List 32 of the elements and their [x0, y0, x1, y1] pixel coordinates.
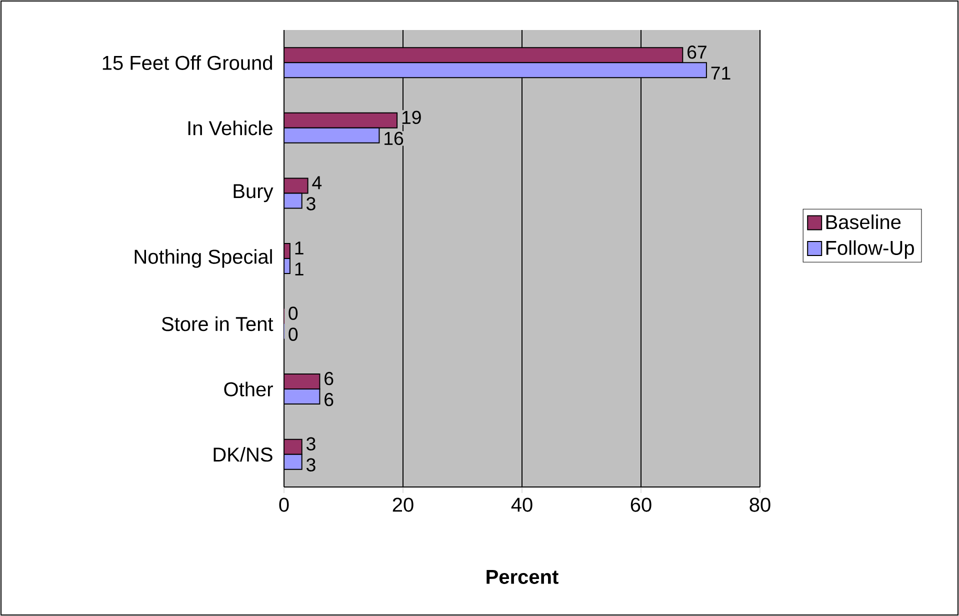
x-tick-label: 0 — [279, 498, 289, 512]
bar — [284, 388, 320, 405]
data-label: 6 — [324, 372, 334, 386]
data-label: 1 — [295, 262, 304, 276]
y-tick-label: Other — [224, 382, 273, 396]
bar — [284, 127, 380, 144]
x-tick-label: 40 — [511, 498, 532, 512]
data-label: 67 — [688, 46, 706, 59]
y-tick-label: DK/NS — [214, 447, 272, 462]
x-tick-label: 20 — [392, 498, 414, 512]
legend-label: Baseline — [826, 214, 901, 230]
data-label: 1 — [295, 242, 304, 254]
x-tick-label: 60 — [630, 498, 652, 512]
y-tick-label: Bury — [234, 184, 274, 202]
legend-label: Follow-Up — [826, 240, 914, 259]
data-label: 3 — [306, 197, 316, 210]
data-label: 6 — [324, 392, 334, 406]
data-label: 3 — [306, 458, 316, 472]
data-label: 16 — [384, 132, 404, 146]
data-label: 71 — [711, 66, 730, 80]
y-tick-label: 15 Feet Off Ground — [102, 55, 272, 70]
data-label: 0 — [288, 328, 298, 341]
x-tick-label: 80 — [750, 498, 770, 512]
y-tick-label: In Vehicle — [188, 120, 272, 136]
bar — [284, 62, 707, 78]
y-tick-label: Store in Tent — [162, 316, 274, 332]
data-label: 19 — [402, 110, 421, 124]
data-label: 3 — [306, 437, 316, 450]
y-tick-label: Nothing Special — [134, 249, 272, 268]
data-label: 4 — [312, 176, 322, 190]
x-axis-title: Percent — [486, 570, 558, 584]
data-label: 0 — [288, 306, 298, 320]
